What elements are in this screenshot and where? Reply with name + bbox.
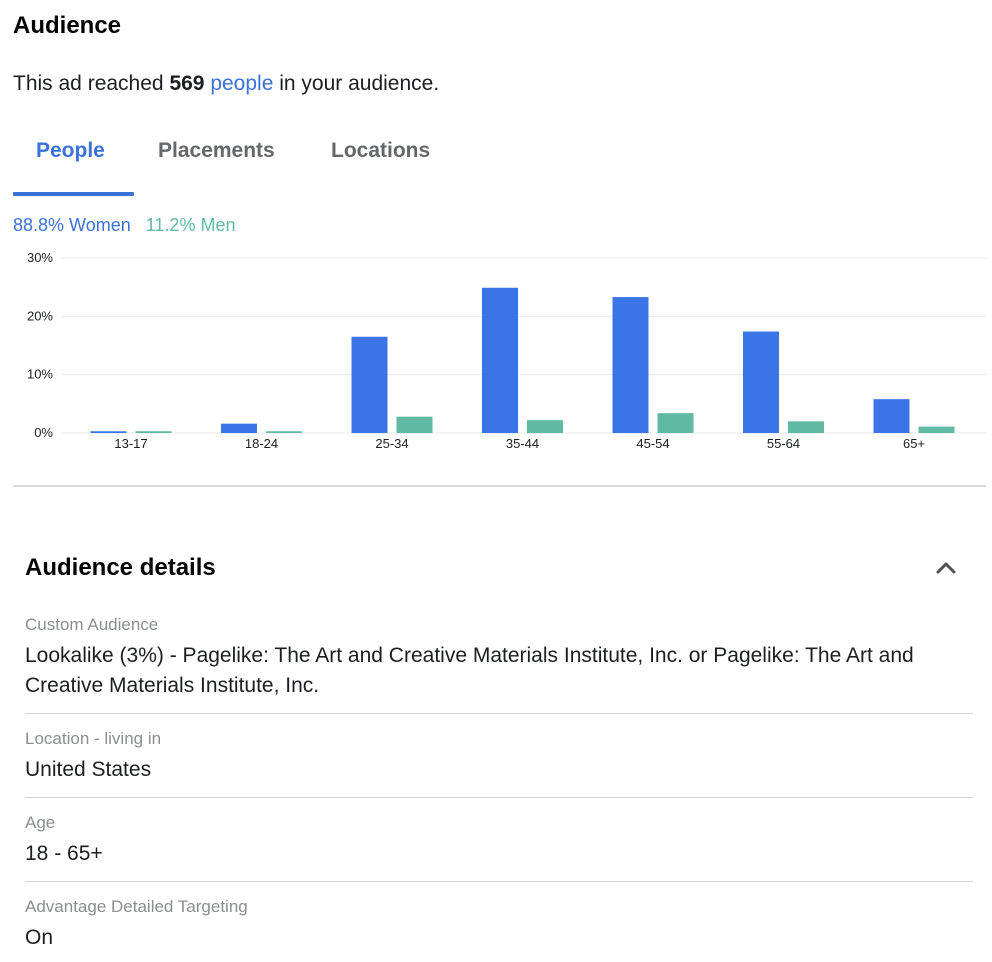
detail-label: Age	[25, 813, 56, 832]
bar-men	[266, 431, 302, 433]
x-tick-label: 13-17	[114, 436, 147, 451]
bar-men	[657, 413, 694, 433]
detail-advantage-targeting: Advantage Detailed Targeting On	[25, 897, 973, 953]
detail-value: United States	[25, 758, 152, 781]
legend-women: 88.8% Women	[13, 215, 131, 235]
reach-suffix: in your audience.	[279, 72, 440, 95]
bar-women	[612, 297, 649, 433]
legend-men: 11.2% Men	[145, 215, 236, 235]
reach-summary: This ad reached 569 people in your audie…	[13, 72, 439, 96]
bar-women	[482, 287, 518, 433]
audience-details-title: Audience details	[25, 554, 216, 581]
bar-men	[918, 426, 955, 433]
detail-age: Age 18 - 65+	[25, 813, 973, 869]
x-tick-label: 25-34	[375, 436, 408, 451]
bar-women	[351, 336, 388, 433]
bar-women	[873, 399, 910, 433]
x-tick-label: 18-24	[245, 436, 278, 451]
active-tab-indicator	[13, 192, 134, 196]
bar-men	[527, 420, 563, 433]
detail-divider	[25, 881, 973, 882]
bar-men	[788, 421, 824, 433]
y-tick-label: 20%	[27, 308, 53, 323]
x-tick-label: 55-64	[767, 436, 800, 451]
x-tick-label: 45-54	[636, 436, 669, 451]
detail-value: On	[25, 926, 54, 949]
people-link[interactable]: people	[210, 72, 274, 95]
x-tick-label: 65+	[903, 436, 925, 451]
detail-value: Lookalike (3%) - Pagelike: The Art and C…	[25, 644, 914, 697]
tab-people[interactable]: People	[36, 139, 105, 162]
detail-divider	[25, 797, 973, 798]
reach-prefix: This ad reached	[13, 72, 164, 95]
detail-label: Advantage Detailed Targeting	[25, 897, 248, 916]
detail-custom-audience: Custom Audience Lookalike (3%) - Pagelik…	[25, 615, 973, 701]
audience-title: Audience	[13, 12, 122, 39]
bar-women	[221, 423, 257, 433]
y-tick-label: 30%	[27, 250, 53, 265]
bar-men	[135, 431, 172, 433]
y-tick-label: 10%	[27, 367, 53, 382]
section-divider	[13, 485, 986, 487]
detail-label: Custom Audience	[25, 615, 159, 634]
detail-value: 18 - 65+	[25, 842, 103, 865]
chevron-up-icon[interactable]	[932, 556, 960, 580]
age-gender-bar-chart: 0% 10% 20% 30% 13-17 18-24 25-34 35-44 45-54 55-6…	[27, 250, 986, 451]
detail-location: Location - living in United States	[25, 729, 973, 785]
bar-women	[90, 431, 127, 433]
x-tick-label: 35-44	[506, 436, 539, 451]
detail-divider	[25, 713, 973, 714]
tab-placements[interactable]: Placements	[158, 139, 275, 162]
gender-legend: 88.8% Women 11.2% Men	[13, 215, 235, 236]
reach-count: 569	[169, 72, 205, 95]
tab-locations[interactable]: Locations	[331, 139, 431, 162]
y-tick-label: 0%	[34, 425, 53, 440]
bar-men	[396, 416, 433, 433]
detail-label: Location - living in	[25, 729, 162, 748]
audience-tabs: People Placements Locations	[13, 128, 986, 198]
bar-women	[743, 331, 779, 433]
